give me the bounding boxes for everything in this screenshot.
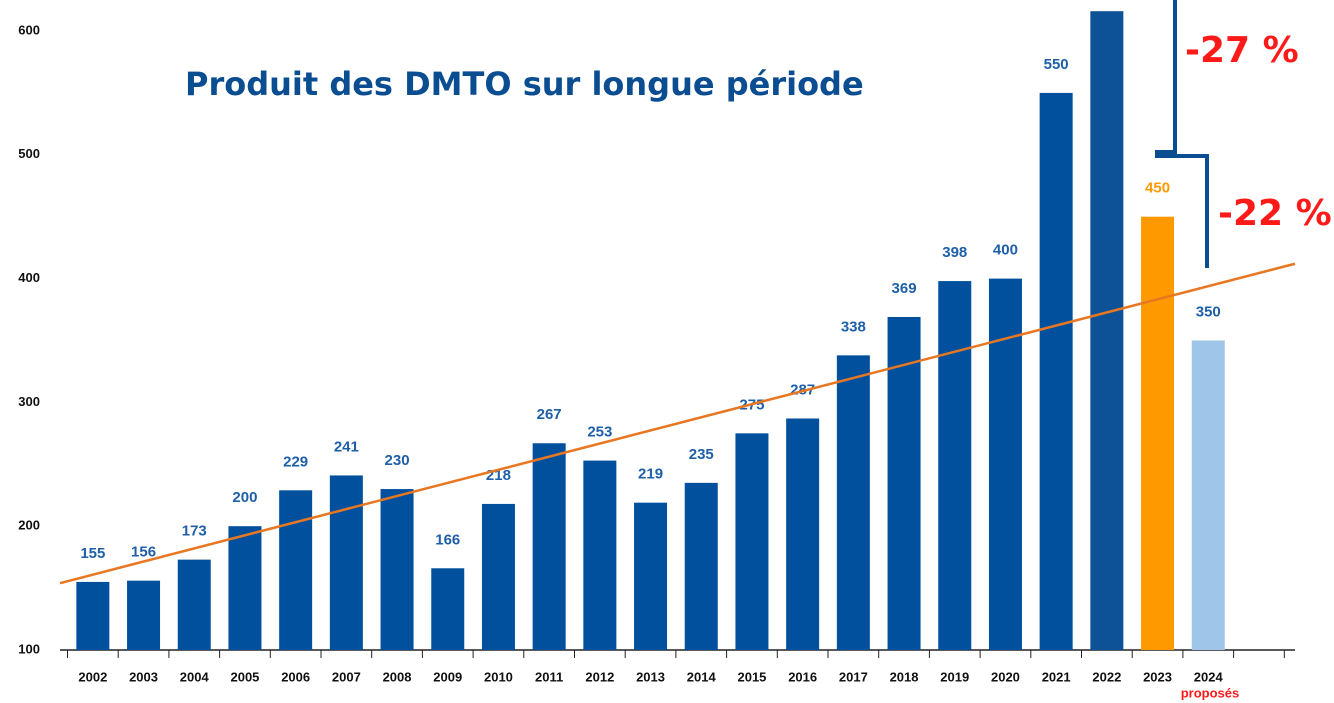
bracket xyxy=(1155,0,1177,154)
value-label: 253 xyxy=(587,424,612,441)
y-tick-label: 400 xyxy=(18,270,40,285)
bar xyxy=(532,443,566,650)
x-tick-label: 2009 xyxy=(433,669,462,684)
value-label: 241 xyxy=(334,438,359,455)
value-label: 400 xyxy=(993,242,1018,259)
bar xyxy=(177,559,211,650)
x-tick-label: 2010 xyxy=(484,669,513,684)
bar xyxy=(684,482,718,650)
value-label: 550 xyxy=(1044,56,1069,73)
bar xyxy=(1191,340,1225,650)
x-tick-label: 2011 xyxy=(535,669,563,684)
bar xyxy=(228,526,262,650)
x-tick-label: 2019 xyxy=(940,669,969,684)
x-tick-label: 2006 xyxy=(281,669,310,684)
bar xyxy=(938,281,972,650)
annotation: -22 % xyxy=(1218,193,1332,234)
bar xyxy=(836,355,870,650)
x-tick-label: 2024 xyxy=(1194,669,1224,684)
bar xyxy=(634,502,668,650)
value-label: 350 xyxy=(1196,303,1221,320)
y-tick-label: 300 xyxy=(18,394,40,409)
value-label: 267 xyxy=(537,406,562,423)
value-label: 173 xyxy=(182,523,207,540)
x-tick-label: 2004 xyxy=(180,669,210,684)
y-tick-label: 200 xyxy=(18,518,40,533)
x-tick-label: 2017 xyxy=(839,669,868,684)
bar xyxy=(431,568,465,650)
x-tick-label: 2021 xyxy=(1042,669,1071,684)
bar xyxy=(583,460,617,650)
value-label: 200 xyxy=(232,489,257,506)
x-tick-label: 2002 xyxy=(78,669,107,684)
x-tick-label: 2005 xyxy=(230,669,259,684)
x-tick-label: 2022 xyxy=(1092,669,1121,684)
bar xyxy=(786,418,820,650)
bar xyxy=(481,503,515,650)
x-tick-label: 2020 xyxy=(991,669,1020,684)
x-tick-label: 2023 xyxy=(1143,669,1172,684)
bar xyxy=(380,489,414,650)
annotation: proposés xyxy=(1181,685,1240,700)
value-label: 229 xyxy=(283,453,308,470)
value-label: 450 xyxy=(1145,180,1170,197)
value-label: 155 xyxy=(80,545,105,562)
bar xyxy=(1090,11,1124,650)
bar xyxy=(279,490,313,650)
x-tick-label: 2018 xyxy=(890,669,919,684)
bracket xyxy=(1155,154,1209,268)
x-tick-label: 2007 xyxy=(332,669,361,684)
y-tick-label: 600 xyxy=(18,22,40,37)
x-tick-label: 2015 xyxy=(737,669,766,684)
x-tick-label: 2016 xyxy=(788,669,817,684)
value-label: 369 xyxy=(892,280,917,297)
bar xyxy=(735,433,769,650)
chart-title: Produit des DMTO sur longue période xyxy=(185,65,864,103)
y-tick-label: 100 xyxy=(18,641,40,656)
x-tick-label: 2003 xyxy=(129,669,158,684)
value-label: 156 xyxy=(131,544,156,561)
x-tick-label: 2008 xyxy=(383,669,412,684)
bar xyxy=(887,316,921,650)
bar xyxy=(329,475,363,650)
value-label: 235 xyxy=(689,446,714,463)
value-label: 219 xyxy=(638,466,663,483)
value-label: 398 xyxy=(942,244,967,261)
bar xyxy=(1039,92,1073,650)
trend-line xyxy=(59,262,1296,585)
value-label: 230 xyxy=(385,452,410,469)
annotation: -27 % xyxy=(1185,30,1299,71)
bar xyxy=(76,581,110,650)
x-tick-label: 2014 xyxy=(687,669,717,684)
x-tick-label: 2013 xyxy=(636,669,665,684)
x-tick-label: 2012 xyxy=(585,669,614,684)
y-tick-label: 500 xyxy=(18,146,40,161)
bar xyxy=(1141,216,1175,650)
bar xyxy=(988,278,1022,650)
value-label: 338 xyxy=(841,318,866,335)
value-label: 166 xyxy=(435,531,460,548)
bar xyxy=(127,580,161,650)
